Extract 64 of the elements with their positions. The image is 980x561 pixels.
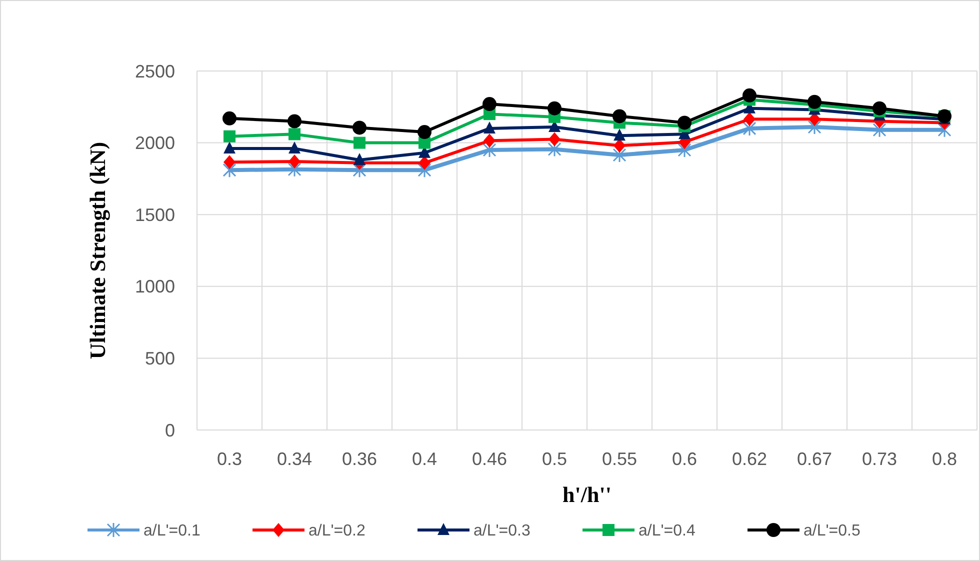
point (548, 142, 562, 158)
point (354, 136, 366, 149)
x-tick-label: 0.8 (932, 449, 958, 469)
point (418, 156, 430, 170)
point (742, 120, 756, 136)
x-tick-label: 0.62 (732, 449, 768, 469)
y-tick-label: 1500 (134, 204, 175, 225)
point (872, 101, 886, 116)
point (548, 132, 560, 146)
point (482, 142, 496, 158)
y-tick-label: 500 (144, 348, 175, 368)
legend-label: a/L'=0.2 (308, 522, 366, 540)
y-tick-label: 2000 (134, 133, 175, 154)
x-tick-label: 0.55 (602, 449, 638, 469)
y-axis-title: Ultimate Strength (kN) (85, 142, 110, 360)
point (224, 142, 236, 154)
point (418, 136, 430, 149)
point (678, 142, 692, 158)
point (744, 112, 756, 126)
y-tick-label: 2500 (134, 61, 175, 82)
x-axis-title: h'/h'' (562, 482, 612, 507)
legend-label: a/L'=0.5 (804, 522, 860, 540)
x-tick-label: 0.67 (796, 449, 832, 469)
point (484, 121, 496, 134)
point (808, 119, 822, 135)
y-tick-label: 0 (164, 420, 175, 440)
point (678, 116, 692, 130)
x-tick-label: 0.46 (472, 449, 508, 469)
x-tick-label: 0.4 (412, 449, 438, 469)
point (482, 97, 496, 112)
x-tick-label: 0.5 (542, 449, 568, 469)
point (222, 162, 236, 178)
point (288, 114, 302, 128)
point (288, 128, 300, 140)
point (288, 154, 300, 168)
point (352, 120, 366, 135)
point (224, 155, 236, 170)
point (354, 153, 366, 166)
point (288, 162, 302, 178)
point (612, 109, 626, 124)
point (352, 162, 366, 178)
legend-label: a/L'=0.3 (474, 522, 530, 540)
point (418, 162, 432, 178)
point (612, 147, 626, 163)
point (288, 142, 300, 154)
point (938, 122, 952, 138)
point (872, 122, 886, 138)
point (548, 101, 562, 116)
point (808, 94, 822, 109)
x-tick-label: 0.6 (672, 449, 698, 469)
point (742, 88, 756, 102)
point (614, 128, 626, 141)
x-tick-label: 0.36 (342, 449, 378, 469)
x-tick-label: 0.34 (276, 449, 312, 469)
x-tick-label: 0.73 (862, 449, 898, 469)
y-tick-label: 1000 (134, 276, 175, 297)
point (224, 130, 236, 142)
legend-label: a/L'=0.1 (144, 522, 200, 540)
point (222, 111, 236, 126)
point (614, 138, 626, 153)
point (418, 125, 432, 140)
legend-label: a/L'=0.4 (638, 522, 696, 540)
point (484, 134, 496, 148)
x-tick-label: 0.3 (216, 449, 242, 469)
